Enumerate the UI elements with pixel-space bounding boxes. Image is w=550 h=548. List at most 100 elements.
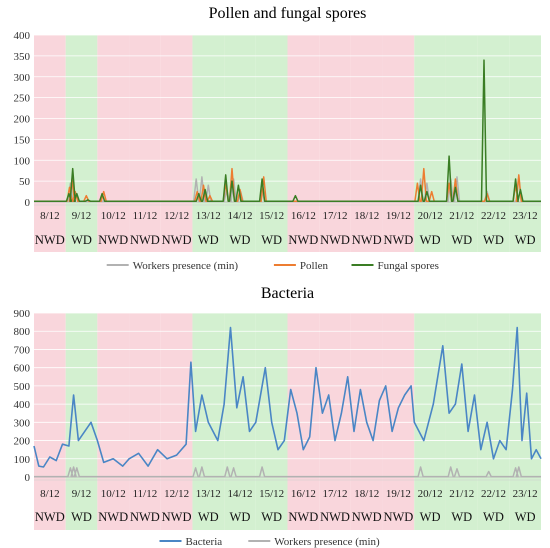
date-tick-label: 20/12 [418,488,443,500]
date-tick-label: 13/12 [196,210,221,222]
date-tick-label: 12/12 [164,488,189,500]
day-type-label: NWD [352,233,382,247]
y-tick-label: 800 [14,326,31,338]
day-band-nwd [287,35,320,252]
series-line-workers-presence-min [34,466,541,478]
pollen-fungal-chart: Pollen and fungal spores 0 50 100 150 200 250 3… [14,5,541,272]
day-band-wd [192,35,225,252]
legend-label-bacteria: Bacteria [186,536,223,548]
day-type-label: NWD [320,510,350,524]
y-tick-label: 150 [14,134,31,146]
day-type-label: WD [515,233,536,247]
day-type-label: WD [71,510,92,524]
day-type-label: NWD [162,510,192,524]
legend-label-workers-presence-min: Workers presence (min) [133,260,239,272]
date-tick-label: 23/12 [513,210,538,222]
y-tick-label: 700 [14,344,31,356]
day-type-label: NWD [162,233,192,247]
day-type-label: NWD [383,510,413,524]
y-tick-label: 500 [14,381,31,393]
legend-label-fungal-spores: Fungal spores [378,260,439,272]
day-type-label: WD [483,510,504,524]
date-tick-label: 17/12 [323,488,348,500]
chart-title: Pollen and fungal spores [209,5,367,22]
y-tick-label: 50 [19,176,31,188]
day-type-label: WD [451,233,472,247]
date-tick-label: 21/12 [449,210,474,222]
y-tick-label: 400 [14,30,31,42]
legend-label-workers-presence-min: Workers presence (min) [274,536,380,548]
day-type-label: WD [420,233,441,247]
legend-label-pollen: Pollen [300,260,329,272]
date-tick-label: 9/12 [72,488,92,500]
date-tick-label: 8/12 [40,488,60,500]
day-type-label: NWD [98,510,128,524]
day-band-wd [255,35,288,252]
date-tick-label: 18/12 [354,210,379,222]
date-tick-label: 17/12 [323,210,348,222]
day-band-nwd [160,35,193,252]
date-tick-label: 14/12 [227,210,252,222]
chart-title: Bacteria [261,285,314,302]
day-band-nwd [319,35,351,252]
day-band-wd [65,35,98,252]
y-tick-label: 900 [14,308,31,320]
date-tick-label: 15/12 [259,210,284,222]
date-tick-label: 11/12 [133,210,158,222]
y-tick-label: 300 [14,417,31,429]
y-tick-label: 250 [14,93,31,105]
day-type-label: WD [451,510,472,524]
y-tick-label: 400 [14,399,31,411]
date-tick-label: 13/12 [196,488,221,500]
day-type-label: NWD [130,510,160,524]
y-tick-label: 100 [14,454,31,466]
y-tick-label: 350 [14,51,31,63]
day-band-wd [445,35,478,252]
y-tick-label: 600 [14,363,31,375]
date-tick-label: 19/12 [386,210,411,222]
day-band-nwd [97,35,130,252]
day-band-nwd [350,35,383,252]
day-band-wd [414,35,446,252]
date-tick-label: 16/12 [291,210,316,222]
day-type-label: NWD [288,510,318,524]
date-tick-label: 10/12 [101,210,126,222]
day-type-label: WD [230,510,251,524]
date-tick-label: 12/12 [164,210,189,222]
date-tick-label: 22/12 [481,488,506,500]
date-tick-label: 18/12 [354,488,379,500]
y-tick-label: 200 [14,114,31,126]
day-type-label: WD [420,510,441,524]
y-tick-label: 0 [25,472,31,484]
date-tick-label: 19/12 [386,488,411,500]
day-band-nwd [34,35,66,252]
day-band-nwd [129,35,161,252]
day-type-label: NWD [352,510,382,524]
day-band-nwd [382,35,415,252]
day-type-label: NWD [98,233,128,247]
day-type-label: NWD [320,233,350,247]
day-type-label: WD [198,510,219,524]
day-type-label: NWD [383,233,413,247]
day-type-label: WD [483,233,504,247]
day-type-label: WD [261,233,282,247]
date-tick-label: 8/12 [40,210,60,222]
y-tick-label: 100 [14,155,31,167]
date-tick-label: 23/12 [513,488,538,500]
day-type-label: NWD [35,510,65,524]
series-line-bacteria [33,326,542,468]
day-band-wd [509,35,541,252]
date-tick-label: 21/12 [449,488,474,500]
date-tick-label: 16/12 [291,488,316,500]
day-type-label: WD [198,233,219,247]
day-type-label: WD [71,233,92,247]
day-type-label: NWD [130,233,160,247]
y-tick-label: 200 [14,436,31,448]
date-tick-label: 14/12 [227,488,252,500]
day-type-label: WD [261,510,282,524]
day-type-label: WD [230,233,251,247]
date-tick-label: 10/12 [101,488,126,500]
date-tick-label: 20/12 [418,210,443,222]
date-tick-label: 11/12 [133,488,158,500]
